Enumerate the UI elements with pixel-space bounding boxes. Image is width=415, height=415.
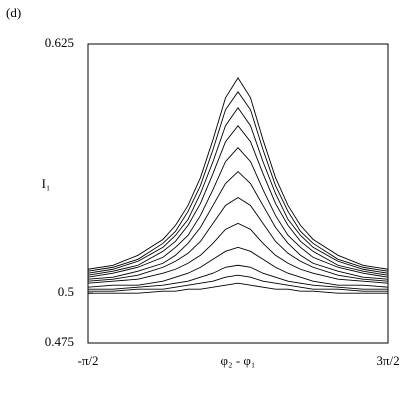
data-line	[87, 107, 389, 274]
y-tick-label: 0.5	[58, 284, 74, 299]
data-line	[87, 196, 389, 282]
data-line	[87, 282, 388, 294]
data-line	[87, 246, 389, 288]
x-tick-label: 3π/2	[376, 353, 399, 368]
data-line	[87, 274, 388, 292]
y-tick-label: 0.625	[45, 35, 74, 50]
data-line	[87, 91, 389, 272]
data-line	[87, 125, 389, 276]
data-line	[87, 264, 388, 290]
y-tick-label: 0.475	[45, 334, 74, 349]
plot-frame	[87, 43, 389, 344]
panel-label: (d)	[6, 5, 21, 20]
data-line	[87, 146, 389, 278]
data-line	[87, 170, 389, 280]
data-line	[87, 77, 389, 270]
data-line	[87, 222, 389, 284]
x-tick-label: -π/2	[77, 353, 98, 368]
y-axis-label: I₁	[42, 176, 51, 191]
x-axis-label: φ₂ - φ₁	[221, 353, 256, 368]
